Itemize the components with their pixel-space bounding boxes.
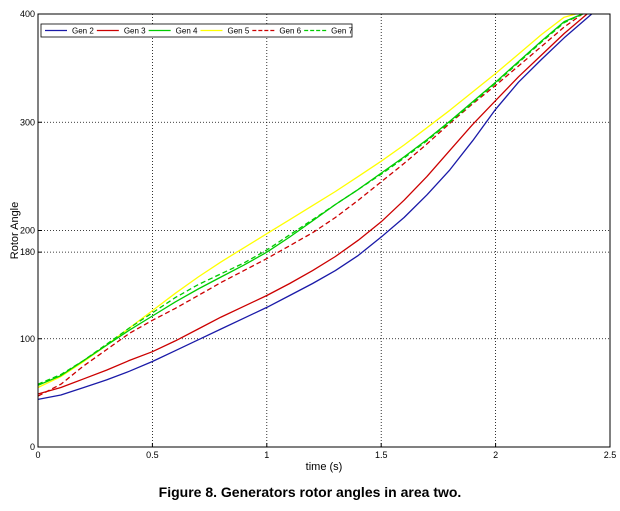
legend-entry: Gen 4 xyxy=(176,27,198,36)
legend-entry: Gen 7 xyxy=(331,27,353,36)
series-line-gen-3 xyxy=(37,13,588,395)
legend-entry: Gen 5 xyxy=(228,27,250,36)
x-tick-label: 1 xyxy=(264,450,269,460)
series-line-gen-6 xyxy=(37,13,583,397)
legend-entry: Gen 3 xyxy=(124,27,146,36)
y-tick-label: 180 xyxy=(20,247,35,257)
figure-caption: Figure 8. Generators rotor angles in are… xyxy=(158,484,462,500)
rotor-angle-chart: 0 0.5 1 1.5 2 2.5 0 100 180 200 300 400 time (s) Ro… xyxy=(9,9,616,473)
y-tick-label: 300 xyxy=(20,117,35,127)
series-line-gen-7 xyxy=(37,13,583,385)
y-tick-label: 200 xyxy=(20,226,35,236)
series-line-gen-4 xyxy=(37,13,583,386)
x-tick-label: 0 xyxy=(35,450,40,460)
y-tick-label: 100 xyxy=(20,334,35,344)
x-tick-label: 0.5 xyxy=(146,450,159,460)
x-tick-label: 2 xyxy=(493,450,498,460)
series-line-gen-2 xyxy=(37,13,593,401)
x-tick-label: 2.5 xyxy=(604,450,617,460)
legend: Gen 2 Gen 3 Gen 4 Gen 5 Gen 6 Gen 7 xyxy=(40,23,354,38)
y-axis-label: Rotor Angle xyxy=(9,202,21,259)
axis-ticks: 0 0.5 1 1.5 2 2.5 0 100 180 200 300 400 xyxy=(20,9,616,460)
y-tick-label: 0 xyxy=(30,442,35,452)
legend-entry: Gen 2 xyxy=(72,27,94,36)
legend-box xyxy=(40,23,353,38)
legend-entry: Gen 6 xyxy=(279,27,301,36)
x-tick-label: 1.5 xyxy=(375,450,388,460)
y-tick-label: 400 xyxy=(20,9,35,19)
x-axis-label: time (s) xyxy=(306,461,343,473)
data-series xyxy=(37,13,593,401)
